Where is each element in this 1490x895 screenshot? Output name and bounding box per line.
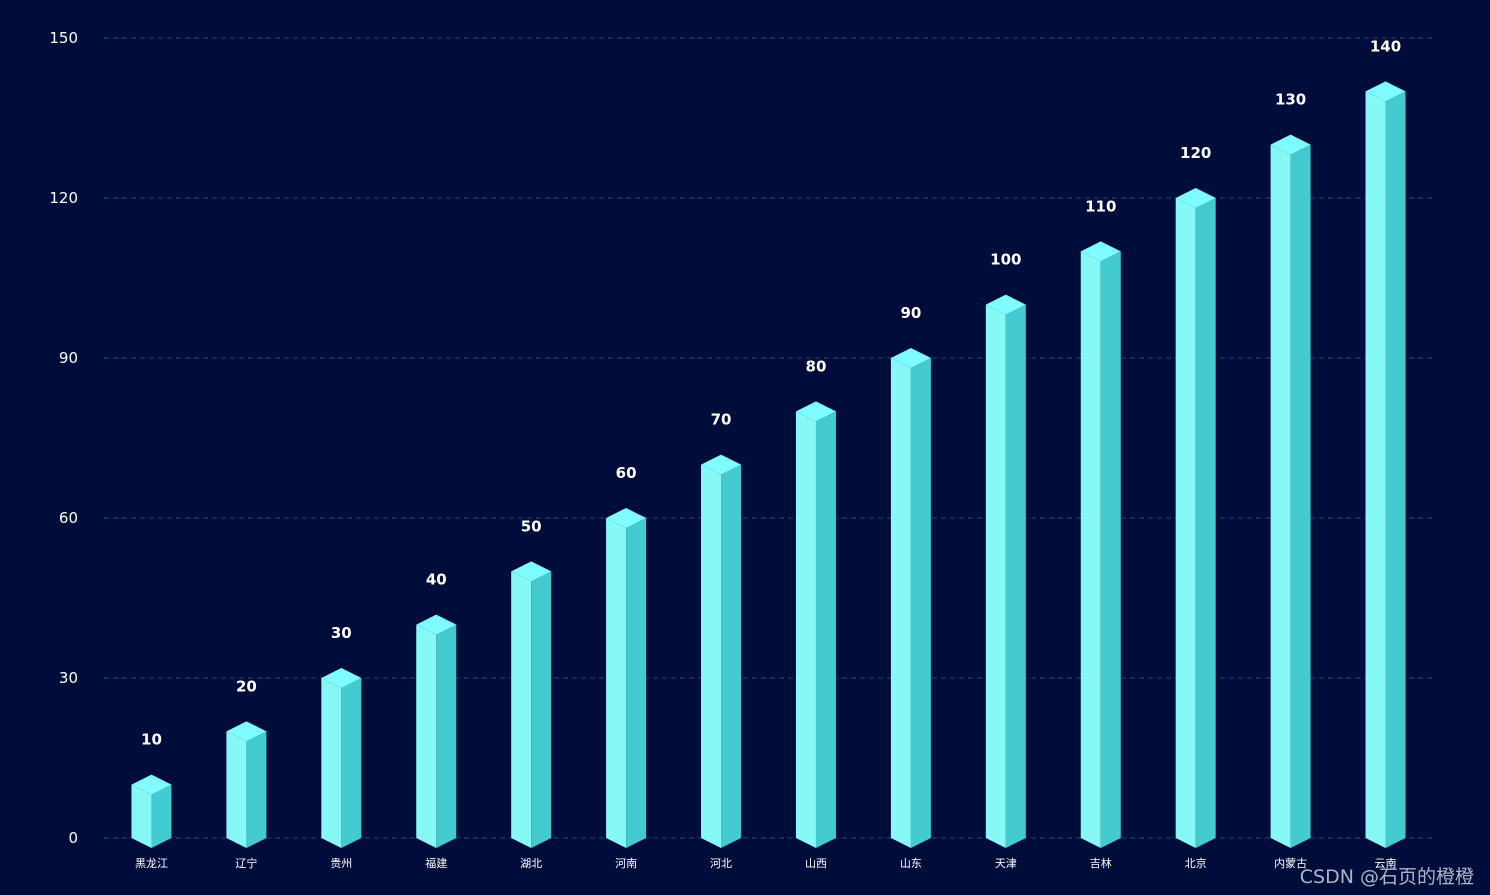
- bar-top-face: [1080, 241, 1121, 262]
- bar-column: [1365, 81, 1406, 849]
- bar-value-label: 140: [1370, 37, 1401, 55]
- bar-top-face: [606, 508, 647, 528]
- x-category-label: 辽宁: [235, 856, 257, 870]
- bar-front-face: [795, 411, 816, 848]
- bar-top-face: [1175, 188, 1216, 208]
- bar-value-label: 100: [990, 251, 1021, 269]
- bar-side-face: [721, 464, 742, 848]
- bar-top-face: [131, 774, 172, 795]
- bar-column: [511, 561, 552, 848]
- y-tick-label: 30: [59, 669, 78, 687]
- bar-column: [226, 721, 267, 848]
- bar-front-face: [226, 731, 247, 848]
- bar-front-face: [416, 624, 437, 848]
- bar-top-face: [1270, 134, 1311, 155]
- y-axis-tick-labels: 0 30 60 90 120 150: [49, 29, 78, 847]
- bar-side-face: [1005, 304, 1026, 849]
- bar-value-label: 110: [1085, 197, 1116, 215]
- bar-value-label: 60: [616, 464, 637, 482]
- y-tick-label: 0: [68, 829, 78, 847]
- bar-top-face: [795, 401, 836, 422]
- bar-column: [131, 774, 172, 848]
- bar-column: [890, 348, 931, 848]
- bar-front-face: [701, 464, 722, 848]
- x-axis-category-labels: 黑龙江 辽宁 贵州 福建 湖北 河南 河北 山西 山东 天津 吉林 北京 内蒙古 云南: [135, 856, 1397, 870]
- y-tick-label: 60: [59, 509, 78, 527]
- watermark-text: CSDN @石页的橙橙: [1299, 866, 1474, 888]
- bar-value-label: 120: [1180, 144, 1211, 162]
- y-tick-label: 90: [59, 349, 78, 367]
- bar-top-face: [416, 614, 457, 635]
- bar-column: [321, 668, 362, 848]
- bar-value-label: 90: [900, 304, 921, 322]
- bar-front-face: [1270, 144, 1291, 848]
- bar-side-face: [626, 518, 647, 848]
- bar-front-face: [321, 678, 342, 848]
- bar-side-face: [1195, 198, 1216, 848]
- bar-side-face: [151, 784, 172, 848]
- x-category-label: 贵州: [330, 857, 352, 870]
- bar-column: [416, 614, 457, 848]
- bar-value-label: 70: [711, 411, 732, 429]
- bar-column: [606, 508, 647, 848]
- x-category-label: 山东: [900, 857, 922, 870]
- x-category-label: 湖北: [520, 857, 542, 870]
- bar-side-face: [436, 624, 457, 848]
- bar-front-face: [1175, 198, 1196, 848]
- x-category-label: 黑龙江: [135, 857, 168, 870]
- bar-front-face: [1365, 91, 1386, 849]
- y-tick-label: 150: [49, 29, 78, 47]
- bar-side-face: [910, 358, 931, 848]
- grid-layer: [104, 37, 1433, 839]
- x-category-label: 山西: [805, 857, 827, 870]
- bar-value-label: 10: [141, 731, 162, 749]
- bar-top-face: [985, 294, 1026, 315]
- x-category-label: 内蒙古: [1274, 856, 1307, 870]
- y-tick-label: 120: [49, 189, 78, 207]
- bar-value-label: 50: [521, 517, 542, 535]
- bar-column: [1175, 188, 1216, 848]
- bar-top-face: [321, 668, 362, 688]
- bar-side-face: [341, 678, 362, 848]
- bar-column: [1080, 241, 1121, 849]
- bar-side-face: [1290, 144, 1311, 848]
- bar-front-face: [985, 304, 1006, 849]
- bar-value-label: 40: [426, 571, 447, 589]
- bar-top-face: [701, 454, 742, 475]
- bar-column: [795, 401, 836, 848]
- bar-value-label: 80: [806, 357, 827, 375]
- bar-value-label: 30: [331, 624, 352, 642]
- x-category-label: 吉林: [1090, 856, 1112, 870]
- bar-front-face: [890, 358, 911, 848]
- bar-side-face: [246, 731, 267, 848]
- bar-layer: [131, 81, 1406, 849]
- bar-top-face: [511, 561, 552, 582]
- x-category-label: 福建: [425, 856, 447, 870]
- bar-side-face: [1100, 251, 1121, 849]
- bar-value-label: 20: [236, 677, 257, 695]
- bar-side-face: [815, 411, 836, 848]
- value-labels: 10 20 30 40 50 60 70 80 90 100 110 120 130 140: [141, 37, 1401, 748]
- bar-column: [985, 294, 1026, 849]
- bar-top-face: [890, 348, 931, 368]
- bar-front-face: [511, 571, 532, 848]
- bar-side-face: [1385, 91, 1406, 849]
- x-category-label: 河南: [615, 857, 637, 870]
- bar-top-face: [1365, 81, 1406, 102]
- x-category-label: 云南: [1375, 857, 1397, 870]
- bar-column: [701, 454, 742, 848]
- bar-front-face: [606, 518, 627, 848]
- bar-front-face: [131, 784, 152, 848]
- bar-front-face: [1080, 251, 1101, 849]
- x-category-label: 天津: [995, 857, 1017, 870]
- bar-column: [1270, 134, 1311, 848]
- bar-value-label: 130: [1275, 91, 1306, 109]
- x-category-label: 河北: [710, 857, 732, 870]
- bar-top-face: [226, 721, 267, 742]
- bar-side-face: [531, 571, 552, 848]
- x-category-label: 北京: [1185, 856, 1207, 870]
